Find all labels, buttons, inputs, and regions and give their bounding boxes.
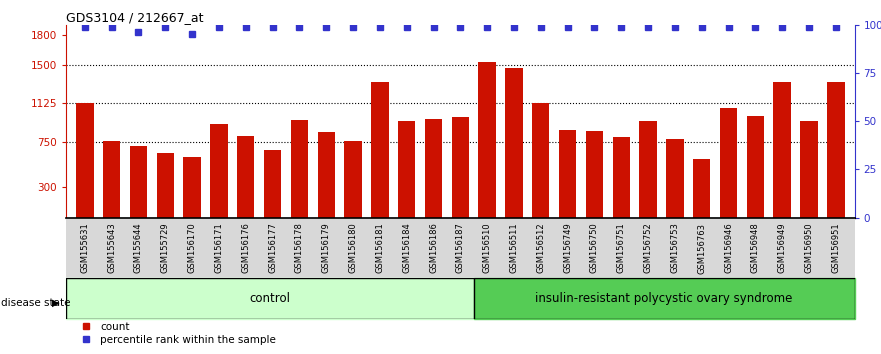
Text: GSM156186: GSM156186 (429, 223, 438, 273)
Text: GSM156177: GSM156177 (268, 223, 278, 273)
Bar (474, 278, 855, 319)
Text: GSM156512: GSM156512 (537, 223, 545, 273)
Text: GSM155631: GSM155631 (80, 223, 89, 273)
Bar (452, 117, 469, 218)
Text: GSM156950: GSM156950 (804, 223, 813, 273)
Bar (66, 278, 474, 319)
Text: GSM156948: GSM156948 (751, 223, 759, 273)
Bar (103, 141, 121, 218)
Text: GSM156752: GSM156752 (643, 223, 653, 273)
Text: GSM156750: GSM156750 (590, 223, 599, 273)
Bar (211, 124, 227, 218)
Bar (478, 62, 496, 218)
Bar (183, 157, 201, 218)
Bar (505, 68, 522, 218)
Text: GSM156951: GSM156951 (832, 223, 840, 273)
Bar (532, 103, 550, 218)
Bar (344, 141, 362, 218)
Text: GSM156187: GSM156187 (455, 223, 465, 273)
Bar (800, 121, 818, 218)
Text: GSM156749: GSM156749 (563, 223, 572, 273)
Bar (666, 138, 684, 218)
Text: GSM156763: GSM156763 (697, 223, 707, 274)
Bar (612, 137, 630, 218)
Text: insulin-resistant polycystic ovary syndrome: insulin-resistant polycystic ovary syndr… (536, 292, 793, 305)
Text: GSM156946: GSM156946 (724, 223, 733, 273)
Bar (640, 121, 656, 218)
Text: GSM156170: GSM156170 (188, 223, 196, 273)
Text: GSM156180: GSM156180 (349, 223, 358, 273)
Text: GSM156178: GSM156178 (295, 223, 304, 273)
Text: GSM156176: GSM156176 (241, 223, 250, 273)
Text: GSM156510: GSM156510 (483, 223, 492, 273)
Bar (827, 82, 845, 218)
Bar (157, 153, 174, 218)
Bar (559, 130, 576, 218)
Text: GSM155729: GSM155729 (161, 223, 170, 273)
Bar (130, 145, 147, 218)
Bar (317, 132, 335, 218)
Legend: count, percentile rank within the sample: count, percentile rank within the sample (71, 317, 280, 349)
Text: GSM156949: GSM156949 (778, 223, 787, 273)
Text: ▶: ▶ (52, 298, 60, 308)
Bar (371, 82, 389, 218)
Bar (398, 121, 416, 218)
Text: GDS3104 / 212667_at: GDS3104 / 212667_at (66, 11, 204, 24)
Text: GSM156181: GSM156181 (375, 223, 384, 273)
Bar (76, 103, 93, 218)
Bar (720, 108, 737, 218)
Text: GSM156171: GSM156171 (214, 223, 224, 273)
Text: control: control (249, 292, 291, 305)
Text: GSM156753: GSM156753 (670, 223, 679, 273)
Bar (774, 82, 791, 218)
Bar (291, 120, 308, 218)
Text: GSM155644: GSM155644 (134, 223, 143, 273)
Text: GSM156179: GSM156179 (322, 223, 330, 273)
Bar (425, 119, 442, 218)
Bar (586, 131, 603, 218)
Bar (237, 137, 255, 218)
Text: GSM156751: GSM156751 (617, 223, 626, 273)
Text: GSM156184: GSM156184 (403, 223, 411, 273)
Bar (264, 150, 281, 218)
Bar (746, 116, 764, 218)
Text: GSM156511: GSM156511 (509, 223, 518, 273)
Text: disease state: disease state (1, 298, 70, 308)
Bar (693, 159, 710, 218)
Text: GSM155643: GSM155643 (107, 223, 116, 273)
